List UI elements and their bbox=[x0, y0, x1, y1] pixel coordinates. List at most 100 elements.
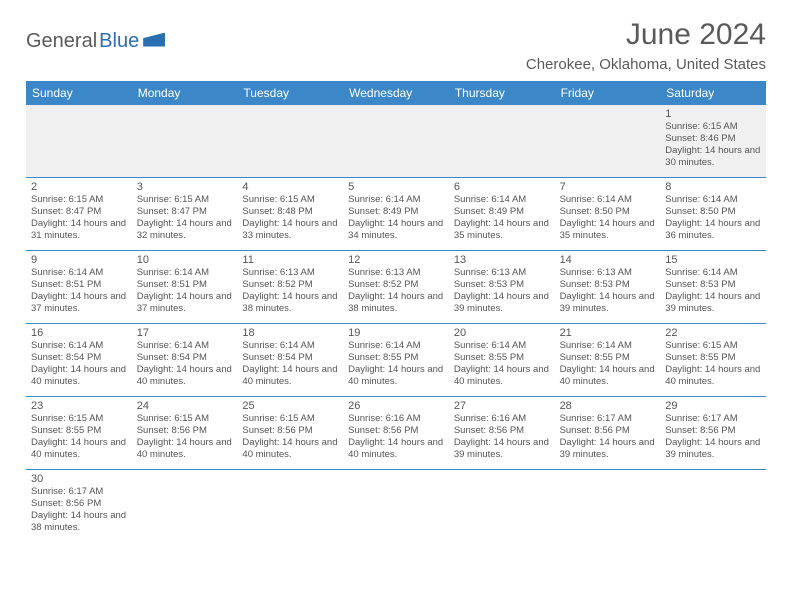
day-cell: 17Sunrise: 6:14 AMSunset: 8:54 PMDayligh… bbox=[132, 324, 238, 396]
day-number: 13 bbox=[454, 254, 550, 266]
week-row: 1Sunrise: 6:15 AMSunset: 8:46 PMDaylight… bbox=[26, 105, 766, 178]
day-number: 21 bbox=[560, 327, 656, 339]
day-info: Sunrise: 6:14 AMSunset: 8:54 PMDaylight:… bbox=[31, 340, 127, 388]
day-cell: 12Sunrise: 6:13 AMSunset: 8:52 PMDayligh… bbox=[343, 251, 449, 323]
day-cell: 15Sunrise: 6:14 AMSunset: 8:53 PMDayligh… bbox=[660, 251, 766, 323]
day-number: 1 bbox=[665, 108, 761, 120]
weekday-label: Saturday bbox=[660, 81, 766, 105]
day-cell: 13Sunrise: 6:13 AMSunset: 8:53 PMDayligh… bbox=[449, 251, 555, 323]
day-cell: 11Sunrise: 6:13 AMSunset: 8:52 PMDayligh… bbox=[237, 251, 343, 323]
day-number: 19 bbox=[348, 327, 444, 339]
day-cell: 20Sunrise: 6:14 AMSunset: 8:55 PMDayligh… bbox=[449, 324, 555, 396]
title-block: June 2024 Cherokee, Oklahoma, United Sta… bbox=[526, 18, 766, 73]
logo-text-blue: Blue bbox=[99, 30, 139, 53]
day-number: 27 bbox=[454, 400, 550, 412]
day-number: 10 bbox=[137, 254, 233, 266]
day-cell: 23Sunrise: 6:15 AMSunset: 8:55 PMDayligh… bbox=[26, 397, 132, 469]
day-number: 17 bbox=[137, 327, 233, 339]
empty-cell bbox=[555, 470, 661, 542]
day-info: Sunrise: 6:15 AMSunset: 8:47 PMDaylight:… bbox=[31, 194, 127, 242]
day-info: Sunrise: 6:13 AMSunset: 8:53 PMDaylight:… bbox=[560, 267, 656, 315]
empty-cell bbox=[343, 470, 449, 542]
day-cell: 8Sunrise: 6:14 AMSunset: 8:50 PMDaylight… bbox=[660, 178, 766, 250]
weekday-label: Tuesday bbox=[237, 81, 343, 105]
day-info: Sunrise: 6:14 AMSunset: 8:54 PMDaylight:… bbox=[137, 340, 233, 388]
logo-text-general: General bbox=[26, 30, 97, 53]
day-cell: 10Sunrise: 6:14 AMSunset: 8:51 PMDayligh… bbox=[132, 251, 238, 323]
day-info: Sunrise: 6:13 AMSunset: 8:53 PMDaylight:… bbox=[454, 267, 550, 315]
empty-cell bbox=[26, 105, 132, 177]
day-cell: 1Sunrise: 6:15 AMSunset: 8:46 PMDaylight… bbox=[660, 105, 766, 177]
day-number: 5 bbox=[348, 181, 444, 193]
day-info: Sunrise: 6:15 AMSunset: 8:46 PMDaylight:… bbox=[665, 121, 761, 169]
day-info: Sunrise: 6:14 AMSunset: 8:54 PMDaylight:… bbox=[242, 340, 338, 388]
day-cell: 28Sunrise: 6:17 AMSunset: 8:56 PMDayligh… bbox=[555, 397, 661, 469]
day-cell: 4Sunrise: 6:15 AMSunset: 8:48 PMDaylight… bbox=[237, 178, 343, 250]
day-number: 9 bbox=[31, 254, 127, 266]
day-info: Sunrise: 6:14 AMSunset: 8:50 PMDaylight:… bbox=[665, 194, 761, 242]
day-number: 23 bbox=[31, 400, 127, 412]
empty-cell bbox=[132, 105, 238, 177]
day-info: Sunrise: 6:17 AMSunset: 8:56 PMDaylight:… bbox=[31, 486, 127, 534]
weekday-label: Thursday bbox=[449, 81, 555, 105]
weekday-label: Monday bbox=[132, 81, 238, 105]
day-info: Sunrise: 6:14 AMSunset: 8:49 PMDaylight:… bbox=[348, 194, 444, 242]
logo-flag-icon bbox=[143, 33, 165, 47]
weekday-label: Sunday bbox=[26, 81, 132, 105]
day-number: 12 bbox=[348, 254, 444, 266]
day-number: 30 bbox=[31, 473, 127, 485]
day-number: 26 bbox=[348, 400, 444, 412]
empty-cell bbox=[237, 105, 343, 177]
day-cell: 22Sunrise: 6:15 AMSunset: 8:55 PMDayligh… bbox=[660, 324, 766, 396]
day-number: 6 bbox=[454, 181, 550, 193]
day-info: Sunrise: 6:15 AMSunset: 8:47 PMDaylight:… bbox=[137, 194, 233, 242]
weekday-label: Wednesday bbox=[343, 81, 449, 105]
day-cell: 16Sunrise: 6:14 AMSunset: 8:54 PMDayligh… bbox=[26, 324, 132, 396]
day-info: Sunrise: 6:13 AMSunset: 8:52 PMDaylight:… bbox=[242, 267, 338, 315]
empty-cell bbox=[132, 470, 238, 542]
empty-cell bbox=[449, 105, 555, 177]
week-row: 16Sunrise: 6:14 AMSunset: 8:54 PMDayligh… bbox=[26, 324, 766, 397]
day-cell: 6Sunrise: 6:14 AMSunset: 8:49 PMDaylight… bbox=[449, 178, 555, 250]
day-number: 20 bbox=[454, 327, 550, 339]
day-number: 28 bbox=[560, 400, 656, 412]
day-number: 3 bbox=[137, 181, 233, 193]
day-number: 24 bbox=[137, 400, 233, 412]
day-cell: 5Sunrise: 6:14 AMSunset: 8:49 PMDaylight… bbox=[343, 178, 449, 250]
day-cell: 19Sunrise: 6:14 AMSunset: 8:55 PMDayligh… bbox=[343, 324, 449, 396]
day-info: Sunrise: 6:14 AMSunset: 8:50 PMDaylight:… bbox=[560, 194, 656, 242]
week-row: 2Sunrise: 6:15 AMSunset: 8:47 PMDaylight… bbox=[26, 178, 766, 251]
day-info: Sunrise: 6:14 AMSunset: 8:55 PMDaylight:… bbox=[454, 340, 550, 388]
day-number: 25 bbox=[242, 400, 338, 412]
day-cell: 29Sunrise: 6:17 AMSunset: 8:56 PMDayligh… bbox=[660, 397, 766, 469]
day-number: 16 bbox=[31, 327, 127, 339]
day-number: 7 bbox=[560, 181, 656, 193]
day-info: Sunrise: 6:14 AMSunset: 8:55 PMDaylight:… bbox=[560, 340, 656, 388]
day-cell: 3Sunrise: 6:15 AMSunset: 8:47 PMDaylight… bbox=[132, 178, 238, 250]
empty-cell bbox=[449, 470, 555, 542]
header: GeneralBlue June 2024 Cherokee, Oklahoma… bbox=[26, 18, 766, 73]
day-info: Sunrise: 6:15 AMSunset: 8:56 PMDaylight:… bbox=[137, 413, 233, 461]
day-cell: 2Sunrise: 6:15 AMSunset: 8:47 PMDaylight… bbox=[26, 178, 132, 250]
day-number: 2 bbox=[31, 181, 127, 193]
day-cell: 9Sunrise: 6:14 AMSunset: 8:51 PMDaylight… bbox=[26, 251, 132, 323]
day-number: 11 bbox=[242, 254, 338, 266]
empty-cell bbox=[660, 470, 766, 542]
calendar-page: GeneralBlue June 2024 Cherokee, Oklahoma… bbox=[0, 0, 792, 542]
day-number: 22 bbox=[665, 327, 761, 339]
day-info: Sunrise: 6:15 AMSunset: 8:55 PMDaylight:… bbox=[665, 340, 761, 388]
empty-cell bbox=[343, 105, 449, 177]
day-info: Sunrise: 6:17 AMSunset: 8:56 PMDaylight:… bbox=[560, 413, 656, 461]
day-cell: 30Sunrise: 6:17 AMSunset: 8:56 PMDayligh… bbox=[26, 470, 132, 542]
day-cell: 7Sunrise: 6:14 AMSunset: 8:50 PMDaylight… bbox=[555, 178, 661, 250]
day-info: Sunrise: 6:17 AMSunset: 8:56 PMDaylight:… bbox=[665, 413, 761, 461]
day-cell: 26Sunrise: 6:16 AMSunset: 8:56 PMDayligh… bbox=[343, 397, 449, 469]
day-cell: 24Sunrise: 6:15 AMSunset: 8:56 PMDayligh… bbox=[132, 397, 238, 469]
day-info: Sunrise: 6:14 AMSunset: 8:55 PMDaylight:… bbox=[348, 340, 444, 388]
day-cell: 21Sunrise: 6:14 AMSunset: 8:55 PMDayligh… bbox=[555, 324, 661, 396]
empty-cell bbox=[237, 470, 343, 542]
day-info: Sunrise: 6:14 AMSunset: 8:49 PMDaylight:… bbox=[454, 194, 550, 242]
empty-cell bbox=[555, 105, 661, 177]
day-cell: 14Sunrise: 6:13 AMSunset: 8:53 PMDayligh… bbox=[555, 251, 661, 323]
day-info: Sunrise: 6:16 AMSunset: 8:56 PMDaylight:… bbox=[454, 413, 550, 461]
